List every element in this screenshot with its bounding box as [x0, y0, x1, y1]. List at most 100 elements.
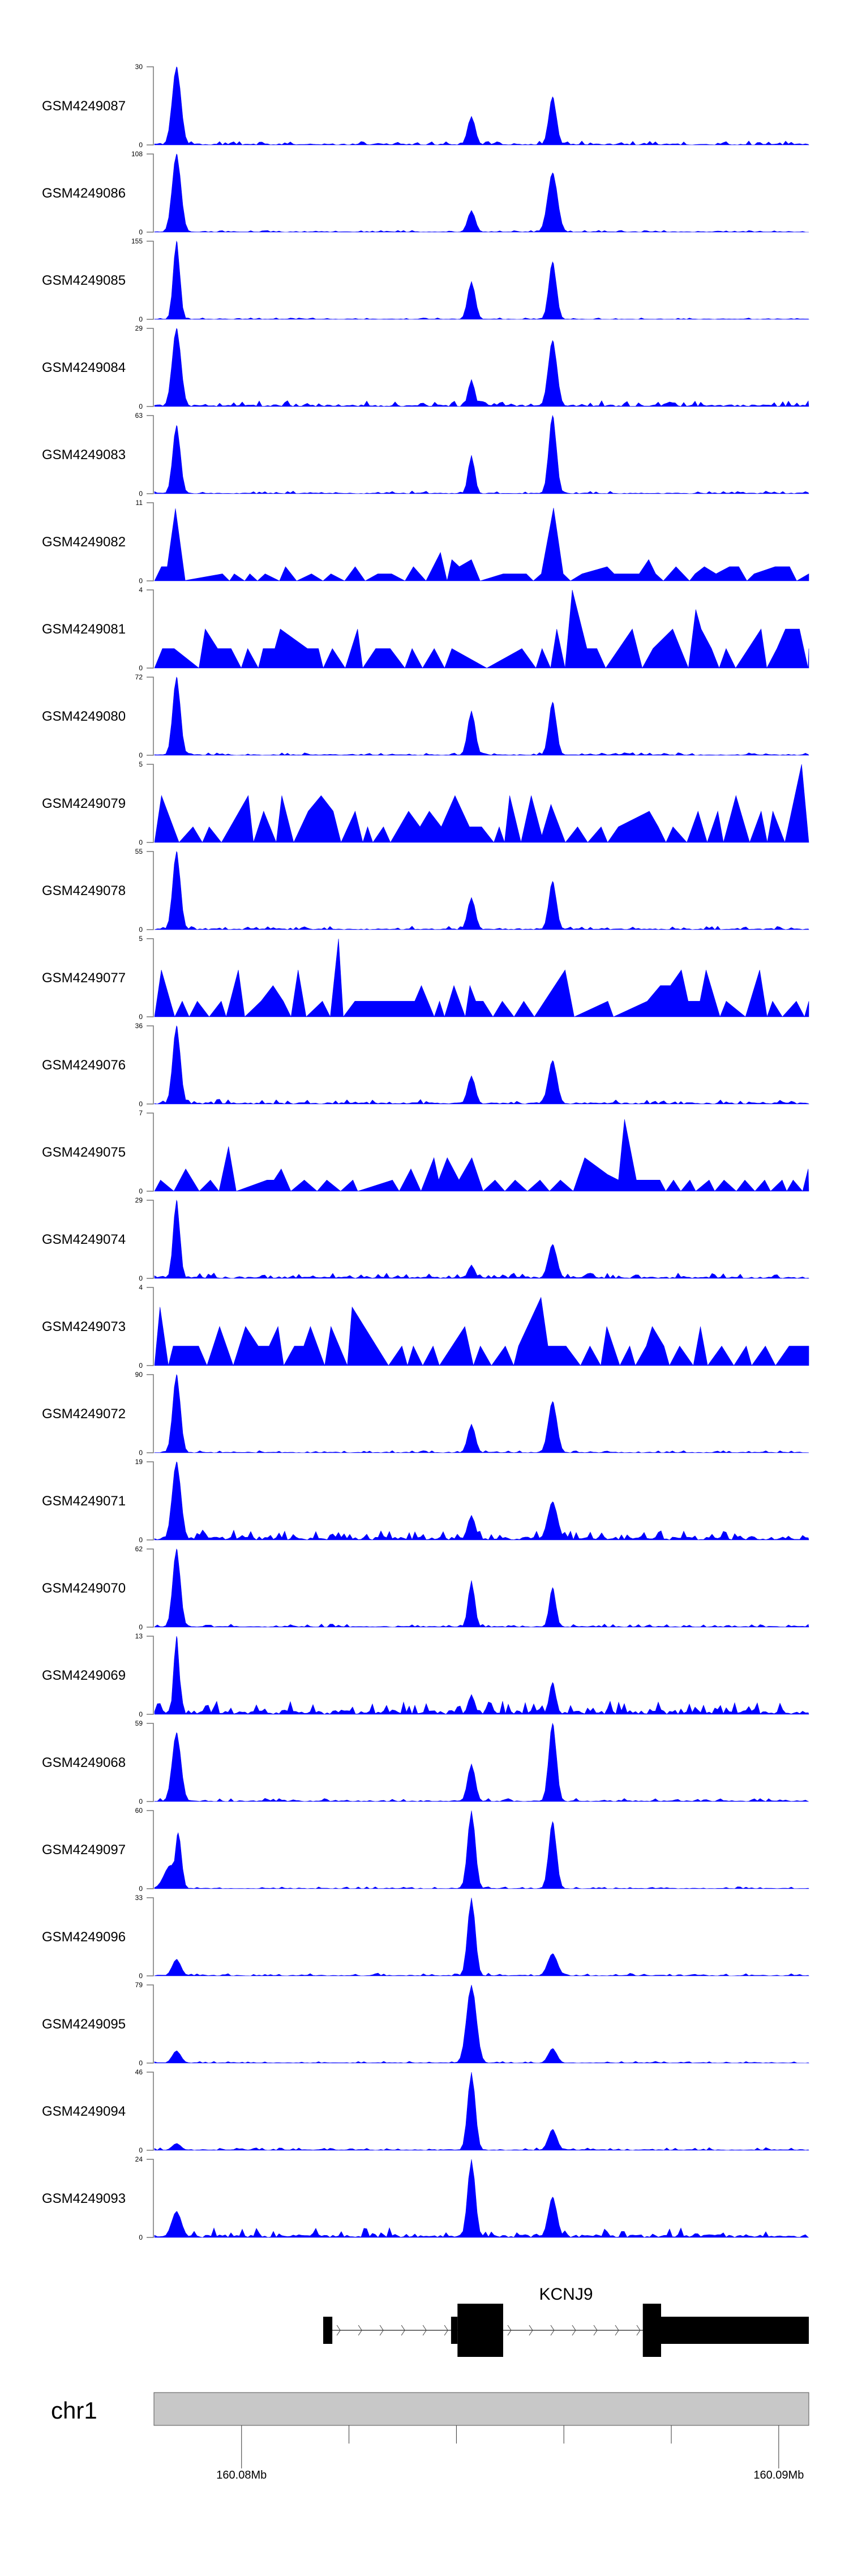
track-label: GSM4249070 [42, 1581, 126, 1596]
exon-utr [451, 2317, 458, 2344]
track-GSM4249074: GSM4249074 29 0 [42, 1196, 809, 1282]
y-axis-max-label: 46 [135, 2068, 143, 2076]
track-label: GSM4249086 [42, 186, 126, 201]
y-axis [147, 2159, 154, 2238]
genome-axis-track: chr1 160.08Mb 160.09Mb [51, 2392, 809, 2481]
strand-arrow-icon [401, 2325, 405, 2336]
track-label: GSM4249097 [42, 1842, 126, 1858]
coverage-area [154, 153, 809, 233]
track-label: GSM4249072 [42, 1406, 126, 1422]
y-axis-min-label: 0 [139, 1362, 143, 1370]
strand-arrow-icon [358, 2325, 362, 2336]
y-axis [147, 1200, 154, 1279]
coverage-area [154, 1984, 809, 2064]
y-axis [147, 153, 154, 233]
track-GSM4249096: GSM4249096 33 0 [42, 1894, 809, 1980]
y-axis-max-label: 24 [135, 2155, 143, 2163]
coverage-area [154, 1199, 809, 1279]
y-axis [147, 1636, 154, 1715]
y-axis-min-label: 0 [139, 403, 143, 410]
y-axis [147, 851, 154, 930]
track-label: GSM4249068 [42, 1755, 126, 1770]
coverage-area [154, 1119, 809, 1192]
y-axis-min-label: 0 [139, 2146, 143, 2154]
y-axis-min-label: 0 [139, 1187, 143, 1195]
axis-tick-label: 160.09Mb [753, 2469, 804, 2481]
coverage-area [154, 589, 809, 669]
y-axis [147, 502, 154, 581]
y-axis-min-label: 0 [139, 1100, 143, 1108]
y-axis-min-label: 0 [139, 1013, 143, 1021]
strand-arrow-icon [593, 2325, 598, 2336]
coverage-area [154, 414, 809, 494]
track-GSM4249082: GSM4249082 11 0 [42, 499, 809, 585]
y-axis [147, 1548, 154, 1628]
track-GSM4249070: GSM4249070 62 0 [42, 1545, 809, 1631]
chromosome-ideogram-bar [153, 2392, 809, 2426]
axis-tick-label: 160.08Mb [216, 2469, 267, 2481]
track-label: GSM4249093 [42, 2191, 126, 2206]
y-axis-min-label: 0 [139, 315, 143, 323]
y-axis-min-label: 0 [139, 141, 143, 149]
track-label: GSM4249078 [42, 883, 126, 898]
track-label: GSM4249074 [42, 1232, 126, 1247]
track-GSM4249087: GSM4249087 30 0 [42, 63, 809, 149]
exon-utr [323, 2317, 333, 2344]
y-axis [147, 677, 154, 756]
track-label: GSM4249087 [42, 99, 126, 114]
track-GSM4249071: GSM4249071 19 0 [42, 1458, 809, 1544]
y-axis-min-label: 0 [139, 1449, 143, 1457]
strand-arrow-icon [507, 2325, 512, 2336]
y-axis [147, 764, 154, 843]
coverage-area [154, 1722, 809, 1802]
y-axis-min-label: 0 [139, 1972, 143, 1980]
exon-cds [457, 2304, 503, 2357]
y-axis [147, 1025, 154, 1105]
coverage-area [154, 1548, 809, 1628]
y-axis-min-label: 0 [139, 1710, 143, 1718]
y-axis-max-label: 36 [135, 1022, 143, 1030]
track-GSM4249068: GSM4249068 59 0 [42, 1719, 809, 1805]
y-axis [147, 1461, 154, 1541]
track-label: GSM4249083 [42, 447, 126, 463]
y-axis [147, 938, 154, 1017]
strand-arrow-icon [529, 2325, 533, 2336]
y-axis-max-label: 5 [139, 935, 143, 943]
track-GSM4249084: GSM4249084 29 0 [42, 324, 809, 410]
y-axis-max-label: 13 [135, 1632, 143, 1640]
y-axis-max-label: 63 [135, 412, 143, 420]
track-GSM4249086: GSM4249086 108 0 [42, 150, 809, 236]
track-GSM4249081: GSM4249081 4 0 [42, 586, 809, 672]
track-GSM4249097: GSM4249097 60 0 [42, 1807, 809, 1893]
track-label: GSM4249069 [42, 1668, 126, 1683]
y-axis-max-label: 79 [135, 1981, 143, 1989]
y-axis-max-label: 29 [135, 1196, 143, 1204]
y-axis [147, 2072, 154, 2151]
y-axis-max-label: 30 [135, 63, 143, 71]
track-GSM4249094: GSM4249094 46 0 [42, 2068, 809, 2154]
y-axis-max-label: 60 [135, 1807, 143, 1815]
y-axis-max-label: 59 [135, 1719, 143, 1727]
track-GSM4249093: GSM4249093 24 0 [42, 2155, 809, 2241]
track-GSM4249075: GSM4249075 7 0 [42, 1109, 809, 1195]
track-GSM4249076: GSM4249076 36 0 [42, 1022, 809, 1108]
track-GSM4249073: GSM4249073 4 0 [42, 1283, 809, 1370]
chromosome-label: chr1 [51, 2397, 97, 2424]
y-axis-min-label: 0 [139, 664, 143, 672]
coverage-area [154, 1025, 809, 1105]
strand-arrow-icon [379, 2325, 384, 2336]
track-label: GSM4249082 [42, 534, 126, 550]
track-label: GSM4249080 [42, 709, 126, 724]
y-axis-min-label: 0 [139, 838, 143, 846]
y-axis-min-label: 0 [139, 1623, 143, 1631]
coverage-area [154, 240, 809, 320]
y-axis [147, 1984, 154, 2064]
y-axis-max-label: 4 [139, 586, 143, 594]
coverage-area [154, 938, 809, 1018]
track-label: GSM4249077 [42, 970, 126, 986]
strand-arrow-icon [422, 2325, 427, 2336]
y-axis [147, 1287, 154, 1366]
y-axis-max-label: 55 [135, 848, 143, 855]
y-axis-max-label: 29 [135, 324, 143, 332]
